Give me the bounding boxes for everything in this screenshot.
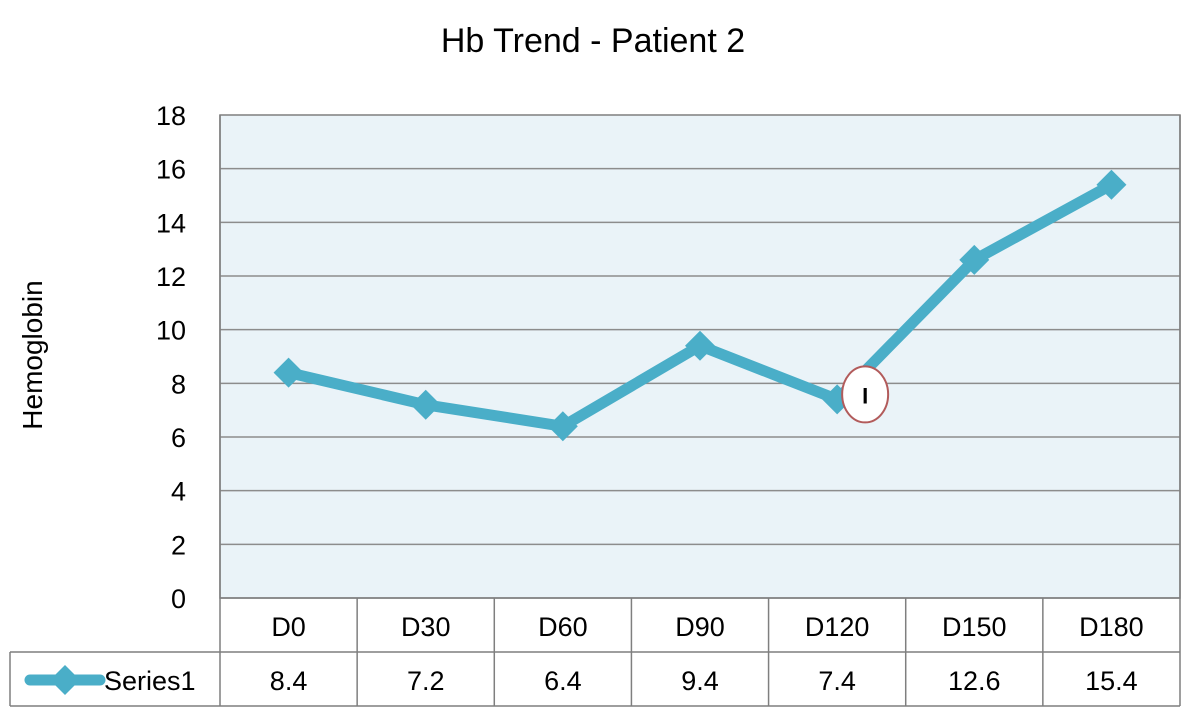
y-tick-label: 12 [156,262,186,292]
data-point-marker [685,330,715,361]
data-table-value: 9.4 [681,666,719,696]
chart-title: Hb Trend - Patient 2 [441,22,745,60]
annotation-label: I [862,383,868,408]
data-table-value: 8.4 [270,666,308,696]
data-table-value: 15.4 [1085,666,1138,696]
x-tick-label: D30 [401,612,451,642]
data-point-marker [1096,169,1127,200]
y-tick-label: 6 [171,423,186,453]
data-table-value: 12.6 [948,666,1001,696]
y-tick-label: 10 [156,316,186,346]
y-axis-label: Hemoglobin [17,280,48,429]
y-tick-label: 16 [156,155,186,185]
data-table-value: 6.4 [544,666,582,696]
data-table-value: 7.2 [407,666,445,696]
data-point-marker [547,411,578,442]
y-tick-label: 8 [171,369,186,399]
y-tick-label: 2 [171,530,186,560]
x-tick-label: D0 [271,612,306,642]
y-tick-label: 4 [171,477,186,507]
y-tick-label: 14 [156,208,186,238]
data-point-marker [273,357,304,388]
legend-marker [50,665,80,695]
data-point-marker [410,389,441,420]
x-tick-label: D120 [805,612,870,642]
data-table-value: 7.4 [818,666,856,696]
x-tick-label: D90 [675,612,725,642]
x-tick-label: D180 [1079,612,1144,642]
legend-label: Series1 [104,666,196,696]
x-tick-label: D150 [942,612,1007,642]
y-tick-label: 0 [171,584,186,614]
plot-area: 0 2 4 6 8 10 12 14 16 18 D0 D30 D60 D90 D120 D150 D180 Se… [9,101,1181,707]
y-tick-label: 18 [156,101,186,131]
annotation-marker [841,365,890,424]
data-point-marker [959,244,990,275]
x-tick-label: D60 [538,612,588,642]
